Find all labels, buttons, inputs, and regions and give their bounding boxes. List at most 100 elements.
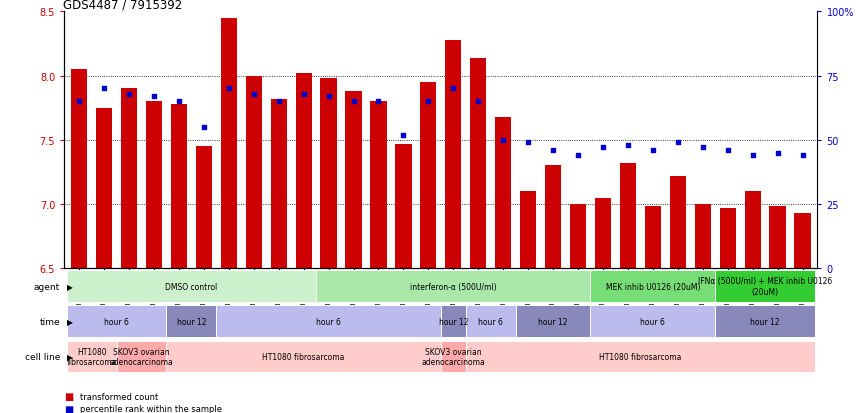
Bar — [67, 341, 116, 373]
Text: GDS4487 / 7915392: GDS4487 / 7915392 — [62, 0, 182, 11]
Bar — [591, 271, 716, 302]
Bar — [196, 147, 212, 268]
Point — [272, 99, 286, 105]
Text: MEK inhib U0126 (20uM): MEK inhib U0126 (20uM) — [605, 282, 700, 291]
Point — [796, 152, 810, 159]
Bar — [466, 306, 515, 337]
Text: hour 12: hour 12 — [751, 317, 780, 326]
Point — [571, 152, 585, 159]
Text: HT1080 fibrosarcoma: HT1080 fibrosarcoma — [263, 352, 345, 361]
Point — [322, 94, 336, 100]
Point — [147, 94, 161, 100]
Point — [746, 152, 759, 159]
Bar — [794, 214, 811, 268]
Bar — [67, 271, 316, 302]
Bar — [116, 341, 166, 373]
Bar — [371, 102, 387, 268]
Bar — [466, 341, 815, 373]
Text: HT1080
fibrosarcoma: HT1080 fibrosarcoma — [67, 347, 116, 366]
Text: ▶: ▶ — [67, 352, 73, 361]
Bar — [470, 59, 486, 268]
Point — [172, 99, 186, 105]
Point — [696, 145, 710, 152]
Text: hour 6: hour 6 — [640, 317, 665, 326]
Point — [596, 145, 609, 152]
Bar — [515, 306, 591, 337]
Bar — [71, 70, 87, 268]
Point — [372, 99, 385, 105]
Bar — [441, 341, 466, 373]
Bar — [217, 306, 441, 337]
Text: HT1080 fibrosarcoma: HT1080 fibrosarcoma — [599, 352, 681, 361]
Bar — [545, 166, 562, 268]
Text: DMSO control: DMSO control — [165, 282, 217, 291]
Text: hour 6: hour 6 — [479, 317, 503, 326]
Bar — [146, 102, 162, 268]
Point — [396, 132, 410, 139]
Text: hour 6: hour 6 — [316, 317, 341, 326]
Bar — [171, 104, 187, 268]
Bar — [716, 271, 815, 302]
Bar — [420, 83, 437, 268]
Bar — [246, 76, 262, 268]
Text: transformed count: transformed count — [80, 392, 158, 401]
Bar — [591, 306, 716, 337]
Text: hour 12: hour 12 — [538, 317, 568, 326]
Bar — [570, 204, 586, 268]
Bar — [316, 271, 591, 302]
Bar — [295, 74, 312, 268]
Text: cell line: cell line — [25, 352, 60, 361]
Text: ■: ■ — [64, 404, 74, 413]
Point — [72, 99, 86, 105]
Text: interferon-α (500U/ml): interferon-α (500U/ml) — [410, 282, 496, 291]
Point — [472, 99, 485, 105]
Point — [347, 99, 360, 105]
Point — [770, 150, 784, 157]
Bar — [166, 306, 217, 337]
Text: hour 6: hour 6 — [104, 317, 129, 326]
Text: hour 12: hour 12 — [176, 317, 206, 326]
Bar — [520, 192, 536, 268]
Bar — [495, 117, 511, 268]
Bar — [221, 19, 237, 268]
Point — [222, 86, 235, 93]
Point — [447, 86, 461, 93]
Text: agent: agent — [33, 282, 60, 291]
Point — [247, 91, 260, 97]
Bar — [67, 306, 166, 337]
Bar — [445, 40, 461, 268]
Bar — [346, 92, 361, 268]
Bar — [770, 207, 786, 268]
Point — [421, 99, 435, 105]
Bar — [395, 144, 412, 268]
Point — [521, 140, 535, 146]
Text: ▶: ▶ — [67, 282, 73, 291]
Point — [721, 147, 734, 154]
Bar — [96, 109, 112, 268]
Point — [122, 91, 136, 97]
Point — [546, 147, 560, 154]
Bar — [694, 204, 710, 268]
Text: SKOV3 ovarian
adenocarcinoma: SKOV3 ovarian adenocarcinoma — [421, 347, 485, 366]
Point — [671, 140, 685, 146]
Text: ■: ■ — [64, 392, 74, 401]
Text: percentile rank within the sample: percentile rank within the sample — [80, 404, 222, 413]
Point — [98, 86, 111, 93]
Bar — [320, 79, 336, 268]
Bar — [441, 306, 466, 337]
Text: ▶: ▶ — [67, 317, 73, 326]
Point — [621, 142, 635, 149]
Bar — [121, 89, 137, 268]
Text: hour 12: hour 12 — [438, 317, 468, 326]
Point — [297, 91, 311, 97]
Bar — [716, 306, 815, 337]
Bar — [270, 100, 287, 268]
Text: IFNα (500U/ml) + MEK inhib U0126
(20uM): IFNα (500U/ml) + MEK inhib U0126 (20uM) — [698, 277, 832, 296]
Bar — [720, 208, 736, 268]
Bar — [620, 164, 636, 268]
Point — [646, 147, 660, 154]
Bar — [745, 192, 761, 268]
Bar — [166, 341, 441, 373]
Bar — [595, 198, 611, 268]
Point — [197, 124, 211, 131]
